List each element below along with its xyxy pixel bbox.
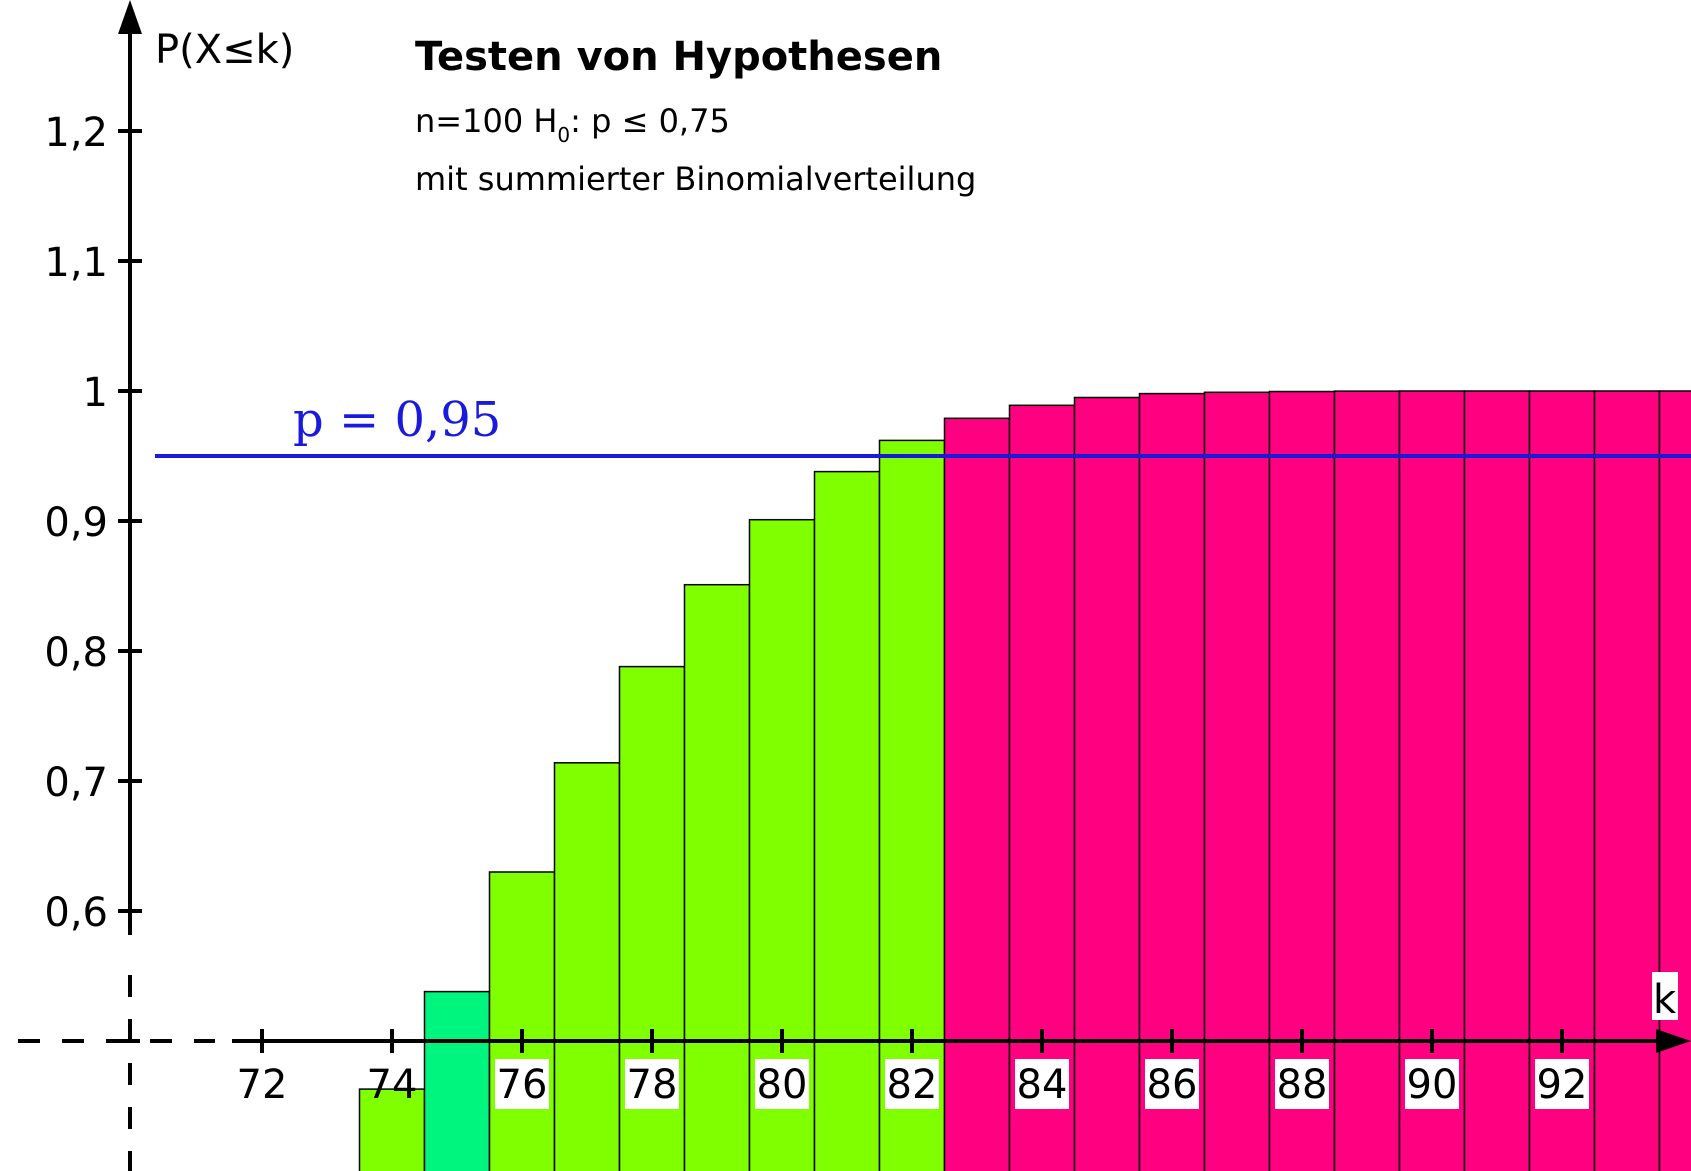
y-tick-label-0,9: 0,9	[44, 500, 108, 546]
chart-subtitle: n=100 H0: p ≤ 0,75	[415, 102, 730, 147]
bar-k-79	[683, 583, 751, 1171]
x-axis-label: k	[1653, 977, 1677, 1023]
x-tick-label-92: 92	[1537, 1062, 1588, 1108]
x-axis-arrow	[1656, 1029, 1691, 1053]
x-tick-label-78: 78	[627, 1062, 678, 1108]
y-tick-label-0,8: 0,8	[44, 630, 108, 676]
x-tick-label-bg-76	[495, 1059, 549, 1109]
reference-line-label: p = 0,95	[293, 392, 501, 448]
bar-k-89	[1333, 390, 1401, 1171]
x-tick-label-88: 88	[1277, 1062, 1328, 1108]
x-axis-label-bg	[1652, 972, 1678, 1020]
bar-k-91	[1463, 390, 1531, 1171]
bar-k-77	[553, 762, 621, 1171]
bar-k-90	[1398, 390, 1466, 1171]
y-axis-arrow	[118, 0, 142, 34]
x-tick-label-76: 76	[497, 1062, 548, 1108]
y-tick-label-1,2: 1,2	[44, 110, 108, 156]
x-tick-label-72: 72	[237, 1062, 288, 1108]
y-tick-label-0,6: 0,6	[44, 890, 108, 936]
subtitle-post: : p ≤ 0,75	[570, 102, 730, 140]
x-tick-label-bg-82	[885, 1059, 939, 1109]
bar-k-81	[813, 470, 881, 1171]
bar-k-88	[1268, 390, 1336, 1171]
bar-k-83	[943, 417, 1011, 1171]
x-tick-label-84: 84	[1017, 1062, 1068, 1108]
subtitle-subscript: 0	[557, 123, 570, 147]
y-tick-label-0,7: 0,7	[44, 760, 108, 806]
bar-k-92	[1528, 390, 1596, 1171]
bar-k-93	[1593, 390, 1661, 1171]
x-tick-label-bg-88	[1275, 1059, 1329, 1109]
y-tick-label-1,1: 1,1	[44, 240, 108, 286]
x-tick-label-80: 80	[757, 1062, 808, 1108]
bar-k-87	[1203, 391, 1271, 1171]
bars	[358, 390, 1691, 1171]
x-tick-label-bg-92	[1535, 1059, 1589, 1109]
x-tick-label-bg-84	[1015, 1059, 1069, 1109]
x-tick-label-bg-78	[625, 1059, 679, 1109]
y-axis-label: P(X≤k)	[155, 27, 294, 73]
reference-line-group: p = 0,95	[155, 392, 1691, 458]
y-tick-label-1: 1	[83, 370, 108, 416]
bar-k-85	[1073, 396, 1141, 1171]
x-tick-label-bg-86	[1145, 1059, 1199, 1109]
x-tick-label-bg-90	[1405, 1059, 1459, 1109]
chart-subtitle-2: mit summierter Binomialverteilung	[415, 160, 976, 198]
bar-k-76	[488, 871, 556, 1171]
ticks: 72 74 76 78 80 82 84 86 88 90 92 0,6 0,7 0,8 0,9 1 1,1 1,…	[44, 110, 1589, 1109]
text-group: Testen von Hypothesen n=100 H0: p ≤ 0,75…	[155, 27, 1678, 1023]
x-tick-label-90: 90	[1407, 1062, 1458, 1108]
x-tick-label-82: 82	[887, 1062, 938, 1108]
bar-k-74	[358, 1088, 426, 1171]
bar-k-75	[423, 990, 491, 1171]
subtitle-pre: n=100 H	[415, 102, 557, 140]
bar-k-84	[1008, 404, 1076, 1171]
x-tick-label-bg-80	[755, 1059, 809, 1109]
chart-title: Testen von Hypothesen	[415, 34, 942, 80]
x-tick-label-86: 86	[1147, 1062, 1198, 1108]
x-tick-label-74: 74	[367, 1062, 418, 1108]
bar-k-94	[1658, 390, 1691, 1171]
bar-k-86	[1138, 392, 1206, 1171]
